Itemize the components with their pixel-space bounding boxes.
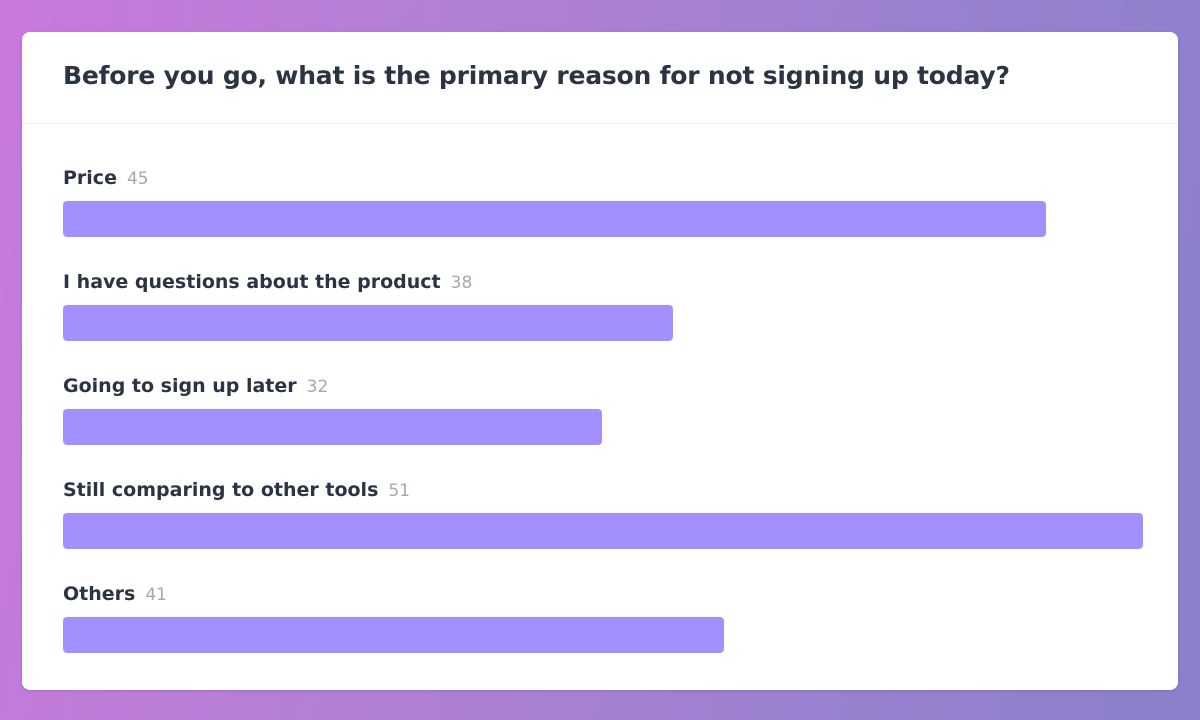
option-row: Still comparing to other tools 51 <box>63 479 1143 569</box>
option-count: 45 <box>126 169 149 189</box>
option-label: Price 45 <box>63 167 149 193</box>
bar <box>63 201 1046 237</box>
option-count: 32 <box>306 377 329 397</box>
survey-card: Before you go, what is the primary reaso… <box>22 32 1178 690</box>
option-row: Price 45 <box>63 167 1143 257</box>
option-count: 38 <box>450 273 473 293</box>
option-text: Price <box>63 167 117 189</box>
bar <box>63 305 673 341</box>
option-text: I have questions about the product <box>63 271 441 293</box>
option-text: Still comparing to other tools <box>63 479 379 501</box>
option-count: 41 <box>145 585 167 605</box>
option-label: Still comparing to other tools 51 <box>63 479 410 505</box>
survey-question: Before you go, what is the primary reaso… <box>63 61 1010 90</box>
option-count: 51 <box>388 481 411 501</box>
bar-track <box>63 305 1143 341</box>
option-text: Going to sign up later <box>63 375 297 397</box>
bar-track <box>63 201 1143 237</box>
bar <box>63 617 724 653</box>
option-row: I have questions about the product 38 <box>63 271 1143 361</box>
option-label: Others 41 <box>63 583 167 609</box>
option-label: Going to sign up later 32 <box>63 375 328 401</box>
option-text: Others <box>63 583 136 605</box>
horizontal-bar-chart: Price 45 I have questions about the produc… <box>22 32 1178 690</box>
bar-track <box>63 513 1143 549</box>
card-header: Before you go, what is the primary reaso… <box>22 32 1178 124</box>
bar-track <box>63 617 1143 653</box>
option-row: Going to sign up later 32 <box>63 375 1143 465</box>
option-label: I have questions about the product 38 <box>63 271 472 297</box>
option-row: Others 41 <box>63 583 1143 673</box>
bar <box>63 513 1143 549</box>
bar <box>63 409 602 445</box>
bar-track <box>63 409 1143 445</box>
